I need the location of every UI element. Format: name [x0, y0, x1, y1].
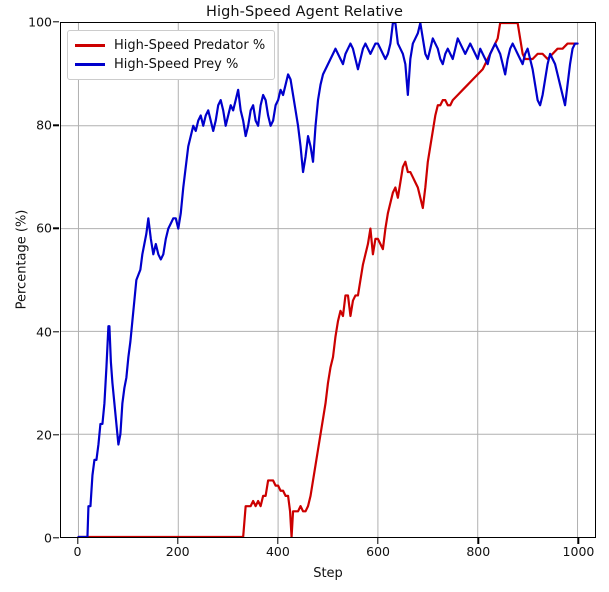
- legend-item-prey: High-Speed Prey %: [75, 55, 265, 74]
- x-tick-label: 200: [165, 544, 190, 559]
- plot-svg: [61, 23, 595, 537]
- y-tick-label: 100: [28, 14, 52, 30]
- y-tick-label: 0: [44, 530, 52, 546]
- y-tick-mark: [53, 330, 59, 333]
- x-tick-label: 600: [366, 544, 390, 559]
- series-layer: [77, 23, 579, 537]
- x-tick-mark: [477, 538, 479, 544]
- legend-swatch-predator: [75, 44, 105, 47]
- y-tick-label: 60: [36, 220, 52, 236]
- legend-item-predator: High-Speed Predator %: [75, 36, 265, 55]
- y-tick-mark: [53, 537, 59, 539]
- x-axis-label: Step: [313, 566, 343, 581]
- x-axis-ticks: 0 200 400 600 800 1000: [60, 544, 596, 564]
- y-axis-ticks: 0 20 40 60 80 100: [0, 15, 52, 546]
- legend-swatch-prey: [75, 63, 105, 66]
- series-line-predator: [77, 23, 579, 537]
- x-tick-label: 0: [73, 544, 82, 559]
- y-tick-mark: [53, 434, 59, 436]
- x-tick-label: 400: [265, 544, 290, 559]
- y-tick-mark: [53, 21, 59, 23]
- x-tick-mark: [76, 538, 79, 544]
- y-axis-label: Percentage (%): [14, 209, 30, 310]
- y-tick-mark: [53, 124, 59, 126]
- chart-legend: High-Speed Predator % High-Speed Prey %: [67, 30, 276, 80]
- y-tick-label: 20: [36, 427, 52, 443]
- series-line-prey: [77, 23, 579, 537]
- x-tick-mark: [277, 538, 279, 544]
- y-tick-mark: [53, 227, 59, 230]
- legend-label-prey: High-Speed Prey %: [114, 57, 239, 72]
- x-tick-label: 1000: [562, 544, 595, 559]
- x-tick-mark: [377, 538, 379, 544]
- x-tick-mark: [577, 538, 580, 544]
- plot-area: [60, 22, 596, 538]
- gridlines: [61, 23, 595, 537]
- y-tick-label: 40: [36, 324, 52, 340]
- x-tick-label: 800: [466, 544, 491, 559]
- legend-label-predator: High-Speed Predator %: [114, 38, 266, 53]
- x-tick-mark: [177, 538, 179, 544]
- chart-title: High-Speed Agent Relative: [205, 4, 404, 20]
- y-tick-label: 80: [36, 117, 52, 133]
